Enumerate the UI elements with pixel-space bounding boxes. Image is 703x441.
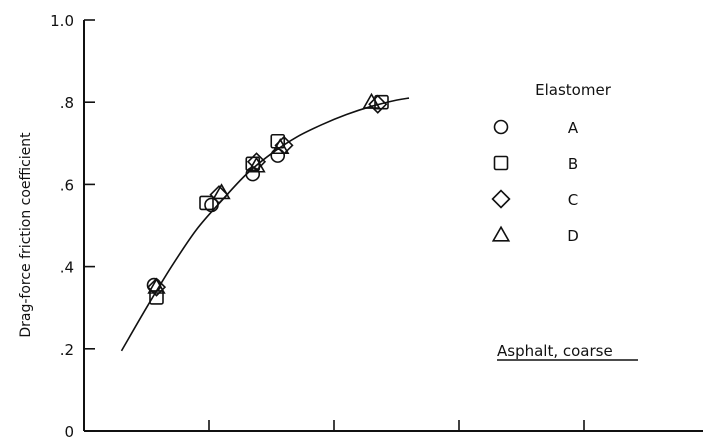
legend-label-c: C xyxy=(568,191,578,209)
data-point-a xyxy=(270,148,286,163)
legend-marker-a xyxy=(493,119,509,135)
data-point-d xyxy=(147,277,166,294)
y-tick-label: 0 xyxy=(64,423,74,441)
surface-annotation: Asphalt, coarse xyxy=(497,342,638,361)
annotation-text: Asphalt, coarse xyxy=(497,342,613,360)
legend-marker-d xyxy=(491,225,511,242)
y-tick-label: .2 xyxy=(60,341,74,359)
x-ticks xyxy=(208,420,585,431)
data-point-d xyxy=(212,183,231,200)
legend-label-d: D xyxy=(567,227,579,245)
data-point-d xyxy=(247,156,266,173)
data-point-b xyxy=(199,195,214,211)
y-tick-label: .6 xyxy=(60,176,74,194)
legend-label-b: B xyxy=(568,155,578,173)
data-point-c xyxy=(146,277,167,297)
y-tick-label: 1.0 xyxy=(50,12,74,30)
data-point-b xyxy=(149,290,164,305)
legend-label-a: A xyxy=(568,119,579,137)
data-point-c xyxy=(246,152,267,172)
data-point-a xyxy=(204,197,219,213)
fit-curve xyxy=(120,97,410,352)
legend-marker-c xyxy=(491,189,511,209)
y-tick-label: .4 xyxy=(60,259,74,277)
data-point-d xyxy=(362,92,381,109)
data-point-c xyxy=(368,94,388,114)
axes xyxy=(83,20,703,432)
data-point-d xyxy=(271,137,290,155)
legend-marker-b xyxy=(493,155,509,171)
y-ticks: 0 .2 .4 .6 .8 1.0 xyxy=(50,12,95,441)
legend-title: Elastomer xyxy=(535,81,612,99)
data-points xyxy=(146,92,389,305)
y-tick-label: .8 xyxy=(60,94,74,112)
y-axis-label: Drag-force friction coefficient xyxy=(18,132,34,338)
